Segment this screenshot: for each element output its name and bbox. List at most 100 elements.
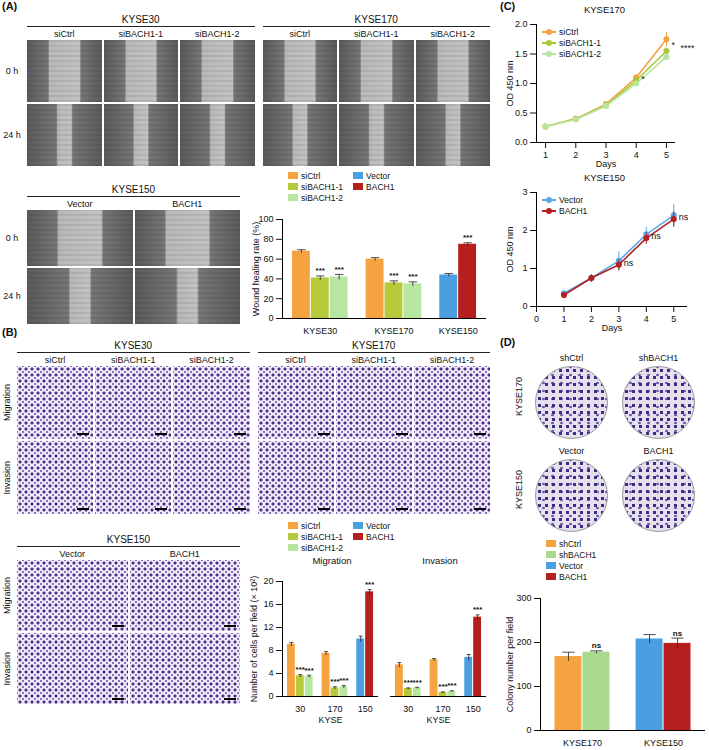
svg-text:40: 40	[263, 274, 273, 284]
svg-text:Colony number per field: Colony number per field	[505, 617, 515, 713]
svg-text:KYSE30: KYSE30	[303, 326, 337, 336]
svg-text:2.0: 2.0	[515, 19, 528, 29]
html-text:Invasion: Invasion	[422, 555, 458, 566]
svg-text:Wound healing rate (%): Wound healing rate (%)	[251, 222, 261, 316]
html-text:KYSE30: KYSE30	[121, 14, 160, 25]
svg-text:3: 3	[522, 187, 527, 197]
html-text:siBACH1-2: siBACH1-2	[559, 48, 601, 59]
svg-text:20: 20	[263, 576, 273, 586]
svg-text:2: 2	[522, 225, 527, 235]
svg-text:60: 60	[263, 254, 273, 264]
svg-text:***: ***	[473, 605, 483, 614]
svg-text:***: ***	[389, 271, 399, 280]
svg-text:KYSE150: KYSE150	[439, 326, 478, 336]
svg-text:KYSE150: KYSE150	[644, 738, 683, 748]
svg-text:***: ***	[339, 676, 349, 685]
svg-text:***: ***	[463, 233, 473, 242]
svg-text:0: 0	[526, 725, 531, 735]
svg-text:ns: ns	[624, 258, 634, 268]
svg-text:0: 0	[268, 691, 273, 701]
html-text:KYSE170: KYSE170	[354, 14, 398, 25]
html-text:BACH1: BACH1	[366, 531, 395, 542]
svg-text:4: 4	[634, 150, 639, 160]
html-text:siCtrl: siCtrl	[559, 26, 579, 37]
svg-text:170: 170	[327, 704, 342, 714]
svg-text:2: 2	[573, 150, 578, 160]
svg-text:150: 150	[466, 704, 481, 714]
html-text:KYSE150: KYSE150	[111, 184, 156, 195]
svg-text:Number of cells per field (× 1: Number of cells per field (× 10²)	[249, 576, 259, 702]
svg-text:*: *	[641, 74, 645, 84]
html-text:siBACH1-1: siBACH1-1	[301, 531, 343, 542]
html-text:Vector: Vector	[366, 520, 391, 531]
svg-text:OD 450 nm: OD 450 nm	[505, 226, 515, 272]
svg-text:ns: ns	[592, 641, 602, 650]
html-text:KYSE150: KYSE150	[583, 172, 626, 183]
svg-text:KYSE: KYSE	[318, 715, 342, 725]
html-text:siBACH1-1: siBACH1-1	[301, 181, 343, 192]
html-text:(B): (B)	[2, 326, 18, 338]
svg-text:170: 170	[435, 704, 450, 714]
svg-text:0: 0	[534, 314, 539, 324]
svg-text:1: 1	[543, 150, 548, 160]
svg-text:***: ***	[334, 265, 344, 274]
svg-text:5: 5	[664, 150, 669, 160]
html-text:(A): (A)	[2, 0, 18, 12]
svg-text:1.5: 1.5	[515, 49, 528, 59]
svg-text:2: 2	[589, 314, 594, 324]
html-text:siBACH1-2: siBACH1-2	[301, 192, 343, 203]
svg-text:5: 5	[671, 314, 676, 324]
svg-text:0.0: 0.0	[515, 137, 528, 147]
svg-text:12: 12	[263, 622, 273, 632]
svg-text:ns: ns	[651, 231, 661, 241]
svg-text:0.5: 0.5	[515, 108, 528, 118]
html-text:KYSE30: KYSE30	[114, 340, 153, 351]
svg-text:Days: Days	[602, 323, 623, 333]
svg-text:150: 150	[358, 704, 373, 714]
svg-text:KYSE170: KYSE170	[374, 326, 413, 336]
svg-text:4: 4	[268, 668, 273, 678]
svg-text:8: 8	[268, 645, 273, 655]
svg-text:100: 100	[258, 214, 274, 225]
svg-text:ns: ns	[673, 629, 683, 638]
svg-text:0: 0	[268, 313, 273, 323]
svg-text:ns: ns	[679, 212, 689, 222]
svg-text:***: ***	[408, 272, 418, 281]
svg-text:300: 300	[516, 593, 531, 603]
svg-text:4: 4	[644, 314, 649, 324]
svg-text:***: ***	[304, 666, 314, 675]
svg-text:KYSE170: KYSE170	[563, 738, 602, 748]
svg-text:***: ***	[447, 681, 457, 690]
svg-text:*: *	[671, 40, 675, 50]
svg-text:80: 80	[263, 234, 273, 244]
html-text:(D): (D)	[500, 336, 516, 348]
svg-text:***: ***	[412, 678, 422, 687]
svg-text:Days: Days	[596, 159, 617, 169]
html-text:siCtrl: siCtrl	[301, 520, 321, 531]
svg-text:1: 1	[522, 263, 527, 273]
html-text:siBACH1-2: siBACH1-2	[301, 542, 343, 553]
svg-text:30: 30	[403, 704, 413, 714]
svg-text:100: 100	[516, 681, 531, 691]
html-text:KYSE170: KYSE170	[583, 4, 626, 15]
html-text:Migration: Migration	[312, 555, 352, 566]
svg-text:KYSE: KYSE	[426, 715, 450, 725]
svg-text:***: ***	[316, 266, 326, 275]
html-text:KYSE150: KYSE150	[106, 534, 151, 545]
svg-text:1: 1	[561, 314, 566, 324]
svg-text:20: 20	[263, 294, 273, 304]
svg-text:30: 30	[295, 704, 305, 714]
html-text:KYSE170: KYSE170	[352, 340, 396, 351]
svg-text:200: 200	[516, 637, 531, 647]
html-text:siBACH1-1: siBACH1-1	[559, 37, 601, 48]
svg-text:***: ***	[365, 580, 375, 589]
svg-text:16: 16	[263, 599, 273, 609]
html-text:BACH1: BACH1	[366, 181, 395, 192]
svg-text:0: 0	[522, 301, 527, 311]
html-text:Vector: Vector	[366, 170, 391, 181]
html-text:(C): (C)	[500, 0, 516, 12]
svg-text:OD 450 nm: OD 450 nm	[505, 60, 515, 106]
svg-text:1.0: 1.0	[515, 78, 528, 88]
svg-text:****: ****	[680, 43, 695, 53]
html-text:siCtrl: siCtrl	[301, 170, 321, 181]
